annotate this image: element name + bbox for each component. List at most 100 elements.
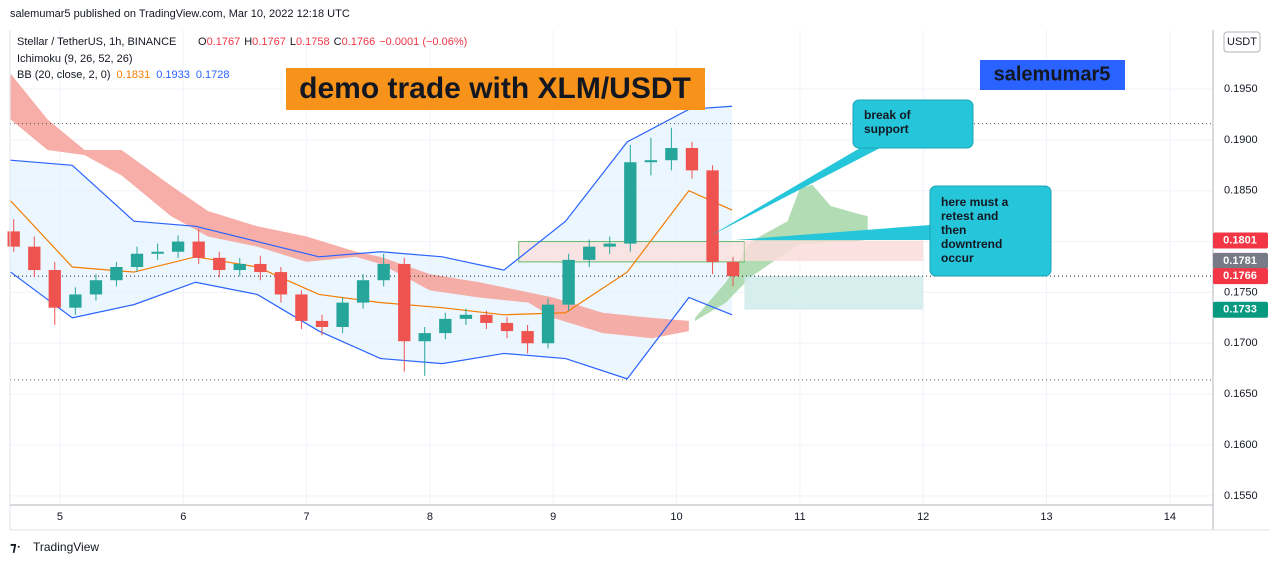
- candle-body: [48, 270, 61, 308]
- price-tag: [1213, 232, 1268, 249]
- ohlc-part: L: [290, 36, 296, 48]
- candle-body: [706, 170, 719, 262]
- ohlc-part: H: [244, 36, 252, 48]
- bollinger-upper: [10, 105, 733, 271]
- candle-body: [583, 246, 596, 260]
- candle-body: [562, 259, 575, 305]
- candle-body: [685, 147, 699, 171]
- y-tick-label: 0.1700: [1224, 337, 1258, 349]
- candle-body: [480, 314, 493, 323]
- annotation-text: occur: [941, 251, 974, 265]
- candle-body: [274, 272, 288, 295]
- x-tick-label: 13: [1040, 511, 1052, 523]
- bollinger-lower: [10, 271, 733, 380]
- x-tick-label: 6: [180, 511, 186, 523]
- candle-body: [398, 263, 411, 342]
- candle-body: [336, 302, 349, 328]
- y-tick-label: 0.1550: [1224, 490, 1258, 502]
- candle-body: [110, 266, 123, 281]
- candle-body: [459, 314, 473, 319]
- ohlc-part: −0.0001 (−0.06%): [379, 36, 467, 48]
- ichimoku-label: Ichimoku (9, 26, 52, 26): [17, 53, 133, 65]
- price-tag: [1213, 252, 1268, 269]
- candle-body: [356, 280, 370, 303]
- x-tick-label: 14: [1164, 511, 1176, 523]
- candle-body: [541, 304, 555, 344]
- bollinger-middle: [10, 189, 733, 316]
- footer: TradingView: [33, 540, 99, 554]
- x-tick-label: 9: [550, 511, 556, 523]
- candle-body: [500, 322, 514, 332]
- x-tick-label: 11: [794, 511, 805, 523]
- price-tag: [1213, 301, 1268, 318]
- candle-body: [315, 320, 329, 328]
- bb-value: 0.1933: [156, 69, 190, 81]
- y-tick-label: 0.1650: [1224, 388, 1258, 400]
- candle-body: [254, 263, 267, 273]
- logo-mark: ⁊ᐧ: [10, 539, 21, 554]
- candle-body: [213, 257, 226, 271]
- x-tick-label: 10: [670, 511, 682, 523]
- y-tick-label: 0.1950: [1224, 83, 1258, 95]
- annotation-text: break of: [864, 108, 912, 122]
- callout-pointer: [735, 225, 930, 240]
- candle-body: [7, 231, 20, 247]
- y-tick-label: 0.1600: [1224, 439, 1258, 451]
- chart-title: demo trade with XLM/USDT: [299, 72, 691, 105]
- ohlc-part: 0.1766: [342, 36, 376, 48]
- candle-body: [377, 263, 390, 281]
- bb-value: 0.1728: [196, 69, 230, 81]
- callout-box: [852, 99, 974, 149]
- ohlc-part: O: [198, 36, 207, 48]
- annotation-text: here must a: [941, 195, 1009, 209]
- candle-body: [192, 241, 205, 258]
- bb-value: 0.1831: [117, 69, 151, 81]
- price-tag: [1213, 268, 1268, 285]
- zone: [744, 276, 924, 310]
- candle-body: [603, 243, 616, 247]
- ohlc-part: 0.1758: [296, 36, 330, 48]
- candle-body: [439, 318, 452, 334]
- price-tag-label: 0.1781: [1223, 255, 1257, 267]
- symbol-label: Stellar / TetherUS, 1h, BINANCE: [17, 36, 176, 48]
- callout-box: [929, 185, 1052, 277]
- annotation-text: then: [941, 223, 966, 237]
- x-tick-label: 7: [304, 511, 310, 523]
- legend: Stellar / TetherUS, 1h, BINANCE O 0.1767 H 0…: [17, 36, 467, 81]
- candle-body: [151, 251, 164, 254]
- candle-body: [233, 263, 246, 271]
- candle-body: [89, 280, 103, 295]
- y-tick-label: 0.1900: [1224, 134, 1258, 146]
- candle-body: [28, 246, 41, 271]
- candle-body: [295, 294, 308, 321]
- currency-label[interactable]: USDT: [1227, 36, 1257, 48]
- candle-body: [521, 331, 534, 344]
- title-box: [286, 68, 705, 110]
- zone: [744, 240, 924, 261]
- candle-body: [644, 160, 658, 163]
- header: salemumar5 published on TradingView.com,…: [10, 8, 350, 20]
- y-tick-label: 0.1850: [1224, 185, 1258, 197]
- currency-button[interactable]: [1223, 31, 1261, 53]
- annotation-text: support: [864, 122, 909, 136]
- price-tag-label: 0.1801: [1223, 234, 1257, 246]
- candle-body: [171, 241, 185, 252]
- y-tick-label: 0.1750: [1224, 286, 1258, 298]
- candle-body: [624, 162, 637, 244]
- candle-body: [69, 294, 82, 308]
- candle-body: [130, 253, 144, 267]
- watermark: salemumar5: [994, 63, 1111, 85]
- price-tag-label: 0.1766: [1223, 270, 1257, 282]
- ohlc-part: 0.1767: [207, 36, 241, 48]
- price-tag-label: 0.1733: [1223, 304, 1257, 316]
- bb-label: BB (20, close, 2, 0): [17, 69, 111, 81]
- watermark-box: [980, 60, 1125, 90]
- x-tick-label: 8: [427, 511, 433, 523]
- ohlc-part: C: [334, 36, 342, 48]
- x-tick-label: 12: [917, 511, 929, 523]
- candle-body: [418, 333, 431, 342]
- x-tick-label: 5: [57, 511, 63, 523]
- callout-pointer: [710, 148, 880, 236]
